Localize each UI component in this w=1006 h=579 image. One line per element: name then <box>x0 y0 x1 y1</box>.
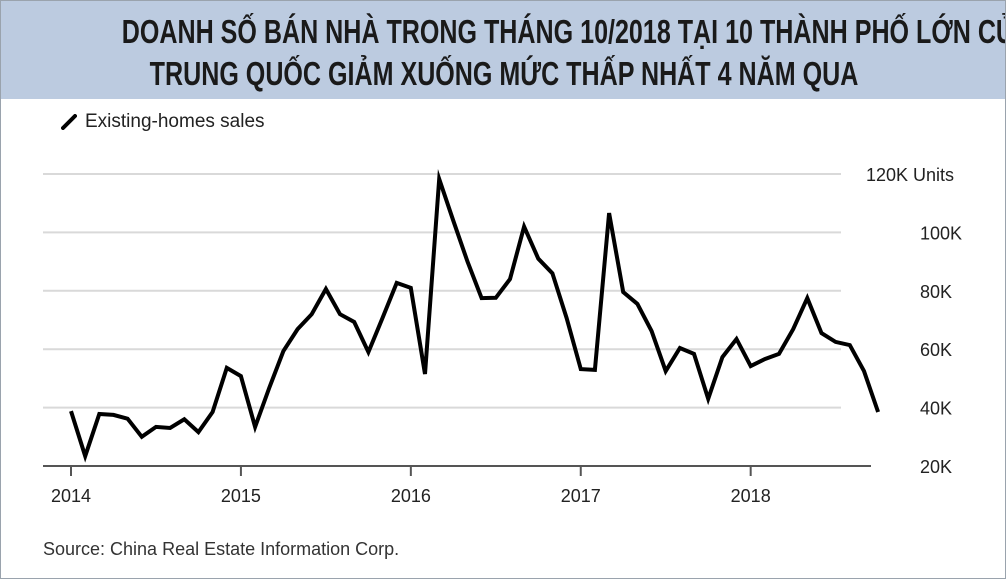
y-tick-label: 20K <box>920 457 952 477</box>
y-tick-label: 60K <box>920 340 952 360</box>
x-tick-label: 2016 <box>391 486 431 506</box>
title-banner: DOANH SỐ BÁN NHÀ TRONG THÁNG 10/2018 TẠI… <box>1 1 1006 99</box>
legend-label: Existing-homes sales <box>85 111 265 132</box>
y-tick-label: 120K Units <box>866 165 954 185</box>
title-line-1: DOANH SỐ BÁN NHÀ TRONG THÁNG 10/2018 TẠI… <box>121 13 1006 50</box>
x-tick-label: 2017 <box>561 486 601 506</box>
series-line-existing-homes-sales <box>69 168 880 463</box>
y-tick-label: 40K <box>920 399 952 419</box>
line-legend-icon <box>61 114 77 130</box>
y-tick-label: 80K <box>920 282 952 302</box>
x-tick-label: 2018 <box>731 486 771 506</box>
legend: Existing-homes sales <box>61 111 265 133</box>
source-note: Source: China Real Estate Information Co… <box>43 539 400 559</box>
x-tick-label: 2014 <box>51 486 91 506</box>
x-tick-label: 2015 <box>221 486 261 506</box>
title-line-2: TRUNG QUỐC GIẢM XUỐNG MỨC THẤP NHẤT 4 NĂ… <box>149 55 859 92</box>
y-tick-label: 100K <box>920 223 962 243</box>
